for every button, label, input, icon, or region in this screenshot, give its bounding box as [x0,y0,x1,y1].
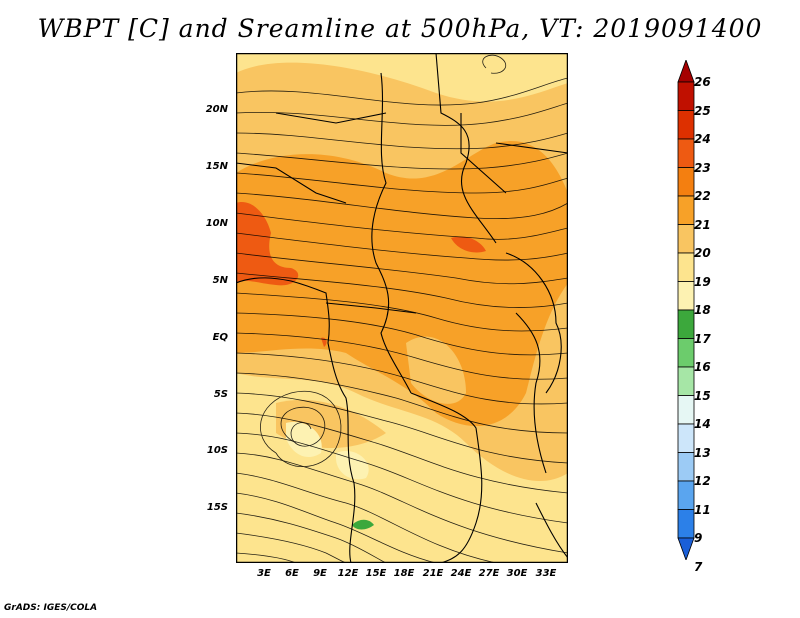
colorbar-label: 19 [694,274,711,289]
colorbar-cell [677,224,695,254]
colorbar-cell [677,110,695,140]
lon-label: 15E [365,568,387,579]
colorbar-label: 21 [694,217,711,232]
lat-label: 5S [213,389,228,400]
lon-label: 27E [478,568,500,579]
colorbar-cell [677,195,695,225]
wbpt-17-18-spot [352,519,374,530]
lon-label: 6E [285,568,299,579]
colorbar-cell [677,423,695,453]
colorbar-cell [677,366,695,396]
lon-label: 24E [450,568,472,579]
colorbar-label: 24 [694,132,711,146]
colorbar-cell [677,309,695,339]
political-borders [236,53,568,563]
map-plot [236,53,568,563]
footer-credit: GrADS: IGES/COLA [4,603,98,613]
colorbar-label: 7 [694,559,703,574]
lon-label: 3E [257,568,271,579]
colorbar-cell [677,252,695,282]
colorbar-label: 12 [694,474,711,488]
colorbar-cell [677,81,695,111]
lon-label: 30E [506,568,528,579]
lat-label: 15N [205,161,228,172]
lat-label: 5N [212,275,228,286]
lon-label: 18E [393,568,415,579]
lon-label: 21E [422,568,444,579]
colorbar-label: 17 [694,331,711,346]
colorbar-label: 15 [694,388,711,403]
lat-label: 10S [206,445,228,456]
colorbar-label: 23 [694,160,711,175]
lon-label: 33E [535,568,557,579]
colorbar-label: 9 [694,531,703,545]
colorbar-label: 26 [694,75,711,89]
colorbar-cell [677,338,695,368]
colorbar-cell [677,452,695,482]
colorbar-label: 25 [694,103,711,118]
streamlines [236,54,568,563]
colorbar-cell [677,138,695,168]
colorbar-label: 16 [694,360,711,374]
colorbar-label: 22 [694,189,711,203]
colorbar-cell [677,167,695,197]
chart-title: WBPT [C] and Sreamline at 500hPa, VT: 20… [37,14,763,43]
lat-label: 15S [206,502,228,513]
colorbar-max-arrow [677,60,695,83]
colorbar-label: 14 [694,417,711,431]
lon-label: 12E [337,568,359,579]
lat-label: EQ [212,332,228,343]
colorbar-label: 11 [694,502,711,517]
lat-label: 10N [205,218,228,229]
colorbar-cell [677,509,695,539]
colorbar-label: 13 [694,445,711,460]
lat-label: 20N [205,104,228,115]
wbpt-22-23-region [236,202,299,286]
colorbar-cell [677,281,695,311]
colorbar-cell [677,480,695,510]
wbpt-21-22-region [236,141,568,427]
colorbar-label: 18 [694,303,711,317]
lon-label: 9E [313,568,327,579]
colorbar-min-arrow [677,537,695,560]
colorbar [677,60,695,560]
colorbar-cell [677,395,695,425]
colorbar-label: 20 [694,246,711,260]
